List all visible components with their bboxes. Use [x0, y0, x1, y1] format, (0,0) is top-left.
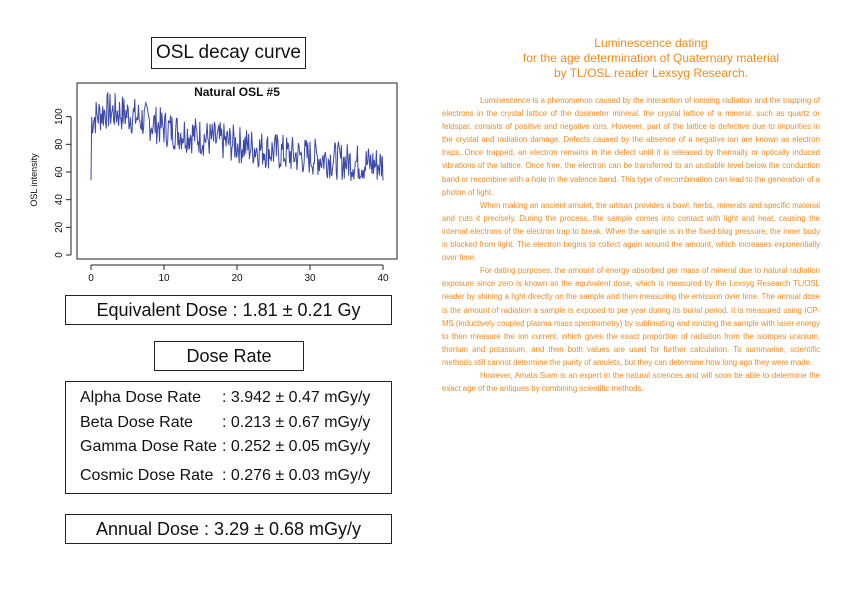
cosmic-dose-rate-row: Cosmic Dose Rate : 0.276 ± 0.03 mGy/y: [80, 467, 370, 485]
article-panel: Luminescence dating for the age determin…: [442, 36, 820, 395]
osl-decay-curve-title: OSL decay curve: [155, 42, 302, 63]
heading-line: for the age determination of Quaternary …: [522, 51, 780, 65]
chart-title-box: OSL decay curve: [151, 37, 306, 69]
article-paragraph: Luminescence is a phenomenon caused by t…: [442, 96, 820, 197]
y-tick-label: 40: [54, 194, 65, 206]
gamma-dose-rate-row: Gamma Dose Rate : 0.252 ± 0.05 mGy/y: [80, 438, 370, 456]
dose-rate-title: Dose Rate: [186, 346, 272, 366]
y-tick-label: 0: [54, 252, 65, 258]
article-heading: Luminescence dating for the age determin…: [442, 36, 820, 81]
plot-frame: [76, 82, 398, 260]
x-axis: 0 10 20 30 40: [88, 264, 389, 282]
y-axis-label: OSL intensity: [29, 153, 39, 207]
alpha-dose-rate-row: Alpha Dose Rate : 3.942 ± 0.47 mGy/y: [80, 389, 370, 407]
annual-dose: Annual Dose : 3.29 ± 0.68 mGy/y: [95, 519, 362, 539]
heading-line: by TL/OSL reader Lexsyg Research.: [553, 66, 749, 80]
rate-value: : 0.276 ± 0.03 mGy/y: [222, 467, 371, 484]
beta-dose-rate-row: Beta Dose Rate : 0.213 ± 0.67 mGy/y: [80, 414, 370, 432]
x-tick-label: 10: [158, 273, 170, 282]
rate-value: : 0.252 ± 0.05 mGy/y: [222, 438, 371, 455]
x-tick-label: 0: [88, 273, 94, 282]
rate-label: Alpha Dose Rate: [80, 389, 201, 406]
rate-label: Beta Dose Rate: [80, 414, 193, 431]
article-paragraph: When making an ancient amulet, the artis…: [442, 200, 820, 263]
rate-value: : 0.213 ± 0.67 mGy/y: [222, 414, 371, 431]
x-tick-label: 30: [304, 273, 316, 282]
article-paragraph: However, Amata Siam is an expert in the …: [442, 370, 820, 394]
heading-line: Luminescence dating: [594, 36, 708, 50]
y-axis: 0 20 40 60 80 100: [54, 108, 72, 258]
y-tick-label: 100: [54, 108, 65, 125]
article-paragraph: For dating purposes, the amount of energ…: [442, 266, 820, 367]
annual-dose-box: Annual Dose : 3.29 ± 0.68 mGy/y: [65, 514, 392, 544]
x-tick-label: 40: [377, 273, 389, 282]
x-tick-label: 20: [231, 273, 243, 282]
rate-label: Cosmic Dose Rate: [80, 467, 214, 484]
equivalent-dose: Equivalent Dose : 1.81 ± 0.21 Gy: [96, 300, 361, 320]
y-tick-label: 80: [54, 138, 65, 150]
rate-value: : 3.942 ± 0.47 mGy/y: [222, 389, 371, 406]
dose-rate-title-box: Dose Rate: [154, 341, 304, 371]
y-tick-label: 20: [54, 221, 65, 233]
dose-rates-box: Alpha Dose Rate : 3.942 ± 0.47 mGy/y Beta…: [65, 381, 392, 494]
osl-series-line: [90, 91, 384, 181]
chart-title: Natural OSL #5: [194, 85, 280, 99]
y-tick-label: 60: [54, 166, 65, 178]
rate-label: Gamma Dose Rate: [80, 438, 217, 455]
equivalent-dose-box: Equivalent Dose : 1.81 ± 0.21 Gy: [65, 295, 392, 325]
osl-chart: Natural OSL #5 OSL intensity 0 20 40 60 80 10…: [29, 82, 398, 282]
